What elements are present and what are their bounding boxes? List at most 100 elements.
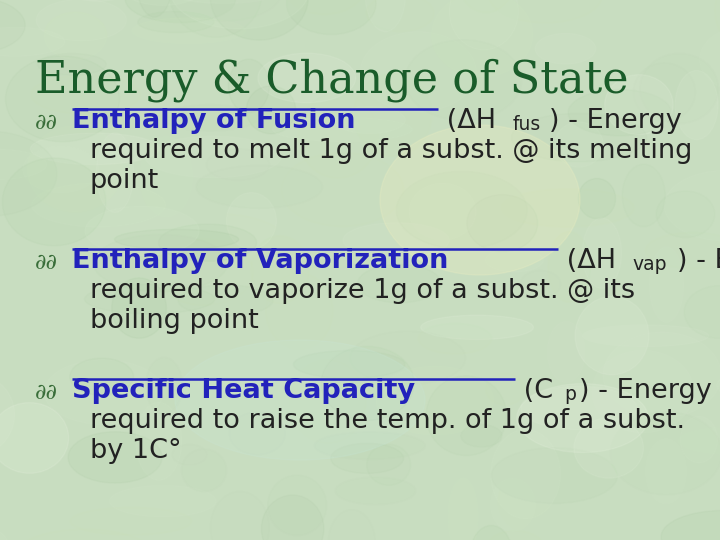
- Ellipse shape: [605, 75, 673, 134]
- Ellipse shape: [492, 448, 617, 503]
- Text: Energy & Change of State: Energy & Change of State: [35, 58, 629, 102]
- Text: required to vaporize 1g of a subst. @ its: required to vaporize 1g of a subst. @ it…: [90, 278, 635, 304]
- Ellipse shape: [490, 478, 536, 531]
- Ellipse shape: [96, 133, 134, 212]
- Ellipse shape: [426, 376, 507, 456]
- Ellipse shape: [155, 239, 253, 305]
- Ellipse shape: [287, 0, 376, 35]
- Ellipse shape: [280, 0, 369, 15]
- Ellipse shape: [622, 164, 665, 227]
- Ellipse shape: [380, 125, 580, 275]
- Ellipse shape: [170, 0, 309, 29]
- Ellipse shape: [449, 0, 518, 50]
- Ellipse shape: [258, 53, 356, 103]
- Ellipse shape: [321, 347, 414, 420]
- Text: p: p: [564, 385, 576, 404]
- Ellipse shape: [114, 230, 239, 249]
- Ellipse shape: [27, 126, 122, 212]
- Ellipse shape: [578, 179, 616, 219]
- Ellipse shape: [420, 315, 534, 340]
- Ellipse shape: [154, 497, 202, 539]
- Ellipse shape: [0, 403, 68, 473]
- Ellipse shape: [17, 529, 152, 540]
- Ellipse shape: [112, 278, 166, 338]
- Ellipse shape: [153, 214, 288, 276]
- Ellipse shape: [196, 165, 323, 208]
- Ellipse shape: [55, 0, 141, 1]
- Ellipse shape: [548, 232, 590, 302]
- Ellipse shape: [136, 0, 173, 17]
- Ellipse shape: [656, 191, 715, 238]
- Text: ) - Energy: ) - Energy: [549, 108, 682, 134]
- Ellipse shape: [140, 137, 192, 217]
- Text: required to melt 1g of a subst. @ its melting: required to melt 1g of a subst. @ its me…: [90, 138, 693, 164]
- Ellipse shape: [85, 285, 215, 314]
- Ellipse shape: [175, 340, 425, 460]
- Ellipse shape: [640, 53, 719, 124]
- Ellipse shape: [489, 0, 602, 23]
- Ellipse shape: [521, 271, 561, 298]
- Text: boiling point: boiling point: [90, 308, 258, 334]
- Ellipse shape: [511, 113, 647, 162]
- Ellipse shape: [0, 27, 65, 56]
- Ellipse shape: [432, 0, 533, 77]
- Ellipse shape: [70, 358, 133, 395]
- Ellipse shape: [575, 296, 649, 375]
- Ellipse shape: [145, 136, 282, 178]
- Ellipse shape: [6, 56, 120, 141]
- Text: (ΔH: (ΔH: [438, 108, 496, 134]
- Ellipse shape: [210, 491, 269, 540]
- Ellipse shape: [31, 75, 140, 114]
- Ellipse shape: [272, 117, 413, 141]
- Ellipse shape: [461, 424, 502, 447]
- Ellipse shape: [448, 478, 478, 540]
- Text: Specific Heat Capacity: Specific Heat Capacity: [72, 378, 415, 404]
- Ellipse shape: [246, 86, 296, 134]
- Ellipse shape: [521, 386, 637, 429]
- Ellipse shape: [646, 438, 686, 504]
- Ellipse shape: [554, 122, 603, 167]
- Text: ) - Energy: ) - Energy: [677, 248, 720, 274]
- Ellipse shape: [94, 234, 228, 292]
- Text: ) - Energy: ) - Energy: [579, 378, 712, 404]
- Ellipse shape: [396, 171, 527, 249]
- Ellipse shape: [582, 218, 621, 288]
- Ellipse shape: [268, 475, 327, 536]
- Ellipse shape: [634, 63, 696, 122]
- Ellipse shape: [36, 0, 127, 41]
- Ellipse shape: [457, 0, 516, 12]
- Text: (C: (C: [515, 378, 553, 404]
- Ellipse shape: [0, 131, 57, 216]
- Ellipse shape: [333, 106, 405, 133]
- Ellipse shape: [350, 331, 466, 384]
- Ellipse shape: [700, 28, 720, 91]
- Ellipse shape: [23, 146, 99, 193]
- Ellipse shape: [30, 133, 159, 165]
- Ellipse shape: [0, 0, 25, 53]
- Ellipse shape: [498, 467, 580, 536]
- Ellipse shape: [107, 0, 218, 5]
- Text: vap: vap: [632, 255, 667, 274]
- Text: fus: fus: [513, 115, 541, 134]
- Ellipse shape: [0, 374, 14, 455]
- Ellipse shape: [354, 73, 432, 156]
- Ellipse shape: [486, 531, 544, 540]
- Ellipse shape: [290, 360, 366, 443]
- Ellipse shape: [282, 153, 403, 226]
- Ellipse shape: [32, 183, 166, 227]
- Ellipse shape: [138, 11, 214, 32]
- Text: point: point: [90, 168, 159, 194]
- Ellipse shape: [132, 18, 246, 44]
- Ellipse shape: [502, 188, 634, 227]
- Ellipse shape: [165, 0, 282, 3]
- Ellipse shape: [336, 477, 415, 505]
- Ellipse shape: [158, 224, 256, 261]
- Ellipse shape: [315, 432, 426, 460]
- Ellipse shape: [261, 495, 324, 540]
- Ellipse shape: [574, 418, 644, 478]
- Ellipse shape: [715, 0, 720, 40]
- Ellipse shape: [675, 71, 718, 140]
- Ellipse shape: [376, 366, 494, 435]
- Ellipse shape: [178, 285, 273, 316]
- Ellipse shape: [162, 105, 258, 131]
